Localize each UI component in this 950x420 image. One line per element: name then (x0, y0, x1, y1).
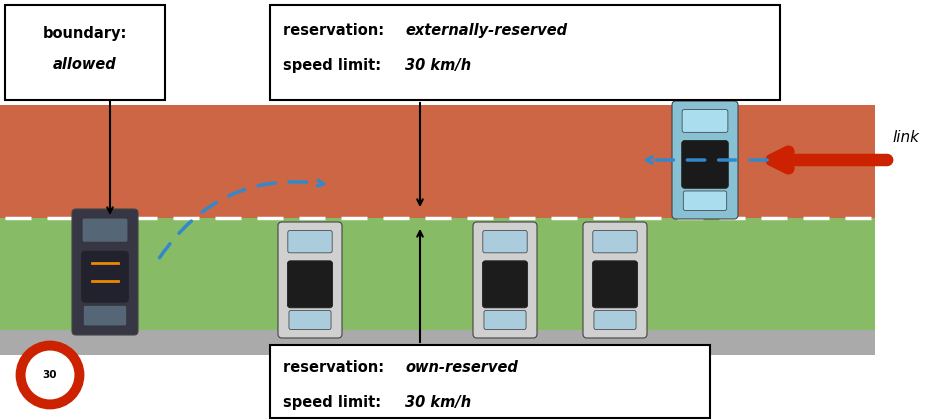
Text: allowed: allowed (53, 57, 117, 72)
FancyBboxPatch shape (288, 261, 332, 308)
FancyBboxPatch shape (594, 310, 636, 330)
FancyBboxPatch shape (289, 310, 331, 330)
Text: own-reserved: own-reserved (405, 360, 518, 375)
Bar (0, 105, 875, 218)
FancyBboxPatch shape (72, 209, 138, 335)
Text: reservation:: reservation: (283, 23, 389, 38)
FancyBboxPatch shape (473, 222, 537, 338)
FancyBboxPatch shape (82, 251, 128, 302)
FancyBboxPatch shape (483, 261, 527, 308)
FancyBboxPatch shape (672, 101, 738, 219)
Bar (0, 218, 875, 330)
FancyBboxPatch shape (484, 310, 526, 330)
Text: 30 km/h: 30 km/h (405, 58, 471, 73)
Circle shape (27, 351, 74, 399)
Text: link: link (892, 131, 919, 145)
Circle shape (17, 342, 83, 408)
Text: boundary:: boundary: (43, 26, 127, 41)
FancyBboxPatch shape (682, 141, 729, 188)
FancyBboxPatch shape (270, 345, 710, 418)
FancyBboxPatch shape (84, 305, 126, 326)
FancyBboxPatch shape (270, 5, 780, 100)
Text: externally-reserved: externally-reserved (405, 23, 567, 38)
FancyBboxPatch shape (278, 222, 342, 338)
Text: speed limit:: speed limit: (283, 58, 387, 73)
FancyBboxPatch shape (593, 231, 637, 253)
FancyBboxPatch shape (593, 261, 637, 308)
FancyBboxPatch shape (483, 231, 527, 253)
Text: reservation:: reservation: (283, 360, 389, 375)
Text: 30: 30 (43, 370, 57, 380)
Text: speed limit:: speed limit: (283, 395, 387, 410)
FancyBboxPatch shape (583, 222, 647, 338)
FancyBboxPatch shape (5, 5, 165, 100)
FancyBboxPatch shape (288, 231, 332, 253)
FancyBboxPatch shape (682, 110, 728, 132)
FancyBboxPatch shape (82, 218, 128, 242)
Text: 30 km/h: 30 km/h (405, 395, 471, 410)
Bar (0, 105, 875, 355)
FancyBboxPatch shape (683, 191, 727, 210)
